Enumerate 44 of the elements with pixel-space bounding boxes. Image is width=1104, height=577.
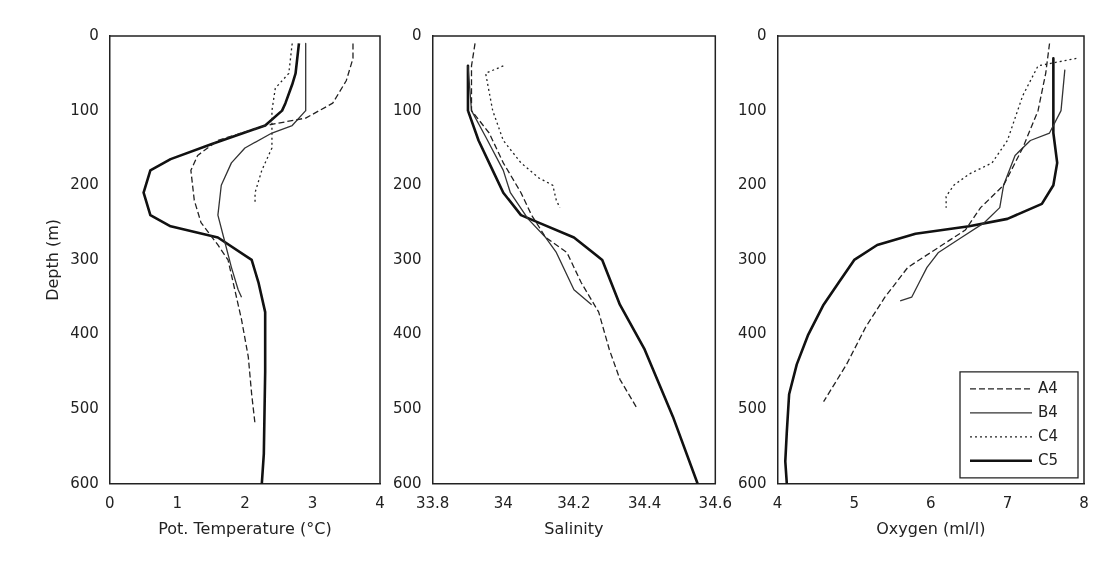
y-tick-label: 200: [70, 175, 99, 194]
y-tick-label: 400: [737, 324, 767, 343]
y-tick-label: 100: [737, 100, 767, 119]
x-tick-label: 7: [1002, 493, 1013, 512]
y-tick-label: 300: [392, 249, 422, 268]
x-tick-label: 1: [172, 493, 183, 512]
y-tick-label: 500: [392, 399, 422, 418]
x-axis-title: Salinity: [544, 518, 604, 538]
y-tick-label: 300: [70, 249, 99, 268]
x-tick-label: 34.6: [698, 493, 732, 512]
x-axis-title: Pot. Temperature (°C): [158, 518, 332, 538]
y-tick-label: 200: [737, 175, 767, 194]
y-tick-label: 0: [89, 25, 99, 44]
y-tick-label: 600: [392, 473, 422, 492]
x-tick-label: 5: [849, 493, 859, 512]
y-tick-label: 600: [737, 473, 767, 492]
x-axis-title: Oxygen (ml/l): [876, 518, 986, 538]
y-tick-label: 400: [70, 324, 99, 343]
x-tick-label: 0: [105, 493, 115, 512]
y-tick-label: 500: [70, 399, 99, 418]
y-tick-label: 600: [70, 473, 99, 492]
x-tick-label: 4: [375, 493, 385, 512]
x-tick-label: 34: [493, 493, 513, 512]
y-tick-label: 100: [392, 100, 422, 119]
x-tick-label: 34.2: [557, 493, 591, 512]
legend-label: C4: [1038, 426, 1059, 445]
y-tick-label: 500: [737, 399, 767, 418]
x-tick-label: 33.8: [415, 493, 450, 512]
x-tick-label: 3: [307, 493, 318, 512]
legend-label: A4: [1038, 378, 1058, 397]
x-tick-label: 8: [1079, 493, 1089, 512]
x-tick-label: 4: [772, 493, 783, 512]
legend-label: B4: [1038, 402, 1058, 421]
y-tick-label: 200: [392, 175, 422, 194]
y-tick-label: 300: [737, 249, 767, 268]
y-tick-label: 400: [392, 324, 422, 343]
x-tick-label: 34.4: [627, 493, 662, 512]
y-tick-label: 100: [70, 100, 99, 119]
y-tick-label: 0: [412, 25, 422, 44]
y-tick-label: 0: [757, 25, 767, 44]
legend-label: C5: [1038, 450, 1059, 469]
y-axis-title: Depth (m): [42, 218, 62, 301]
x-tick-label: 2: [240, 493, 250, 512]
x-tick-label: 6: [926, 493, 936, 512]
